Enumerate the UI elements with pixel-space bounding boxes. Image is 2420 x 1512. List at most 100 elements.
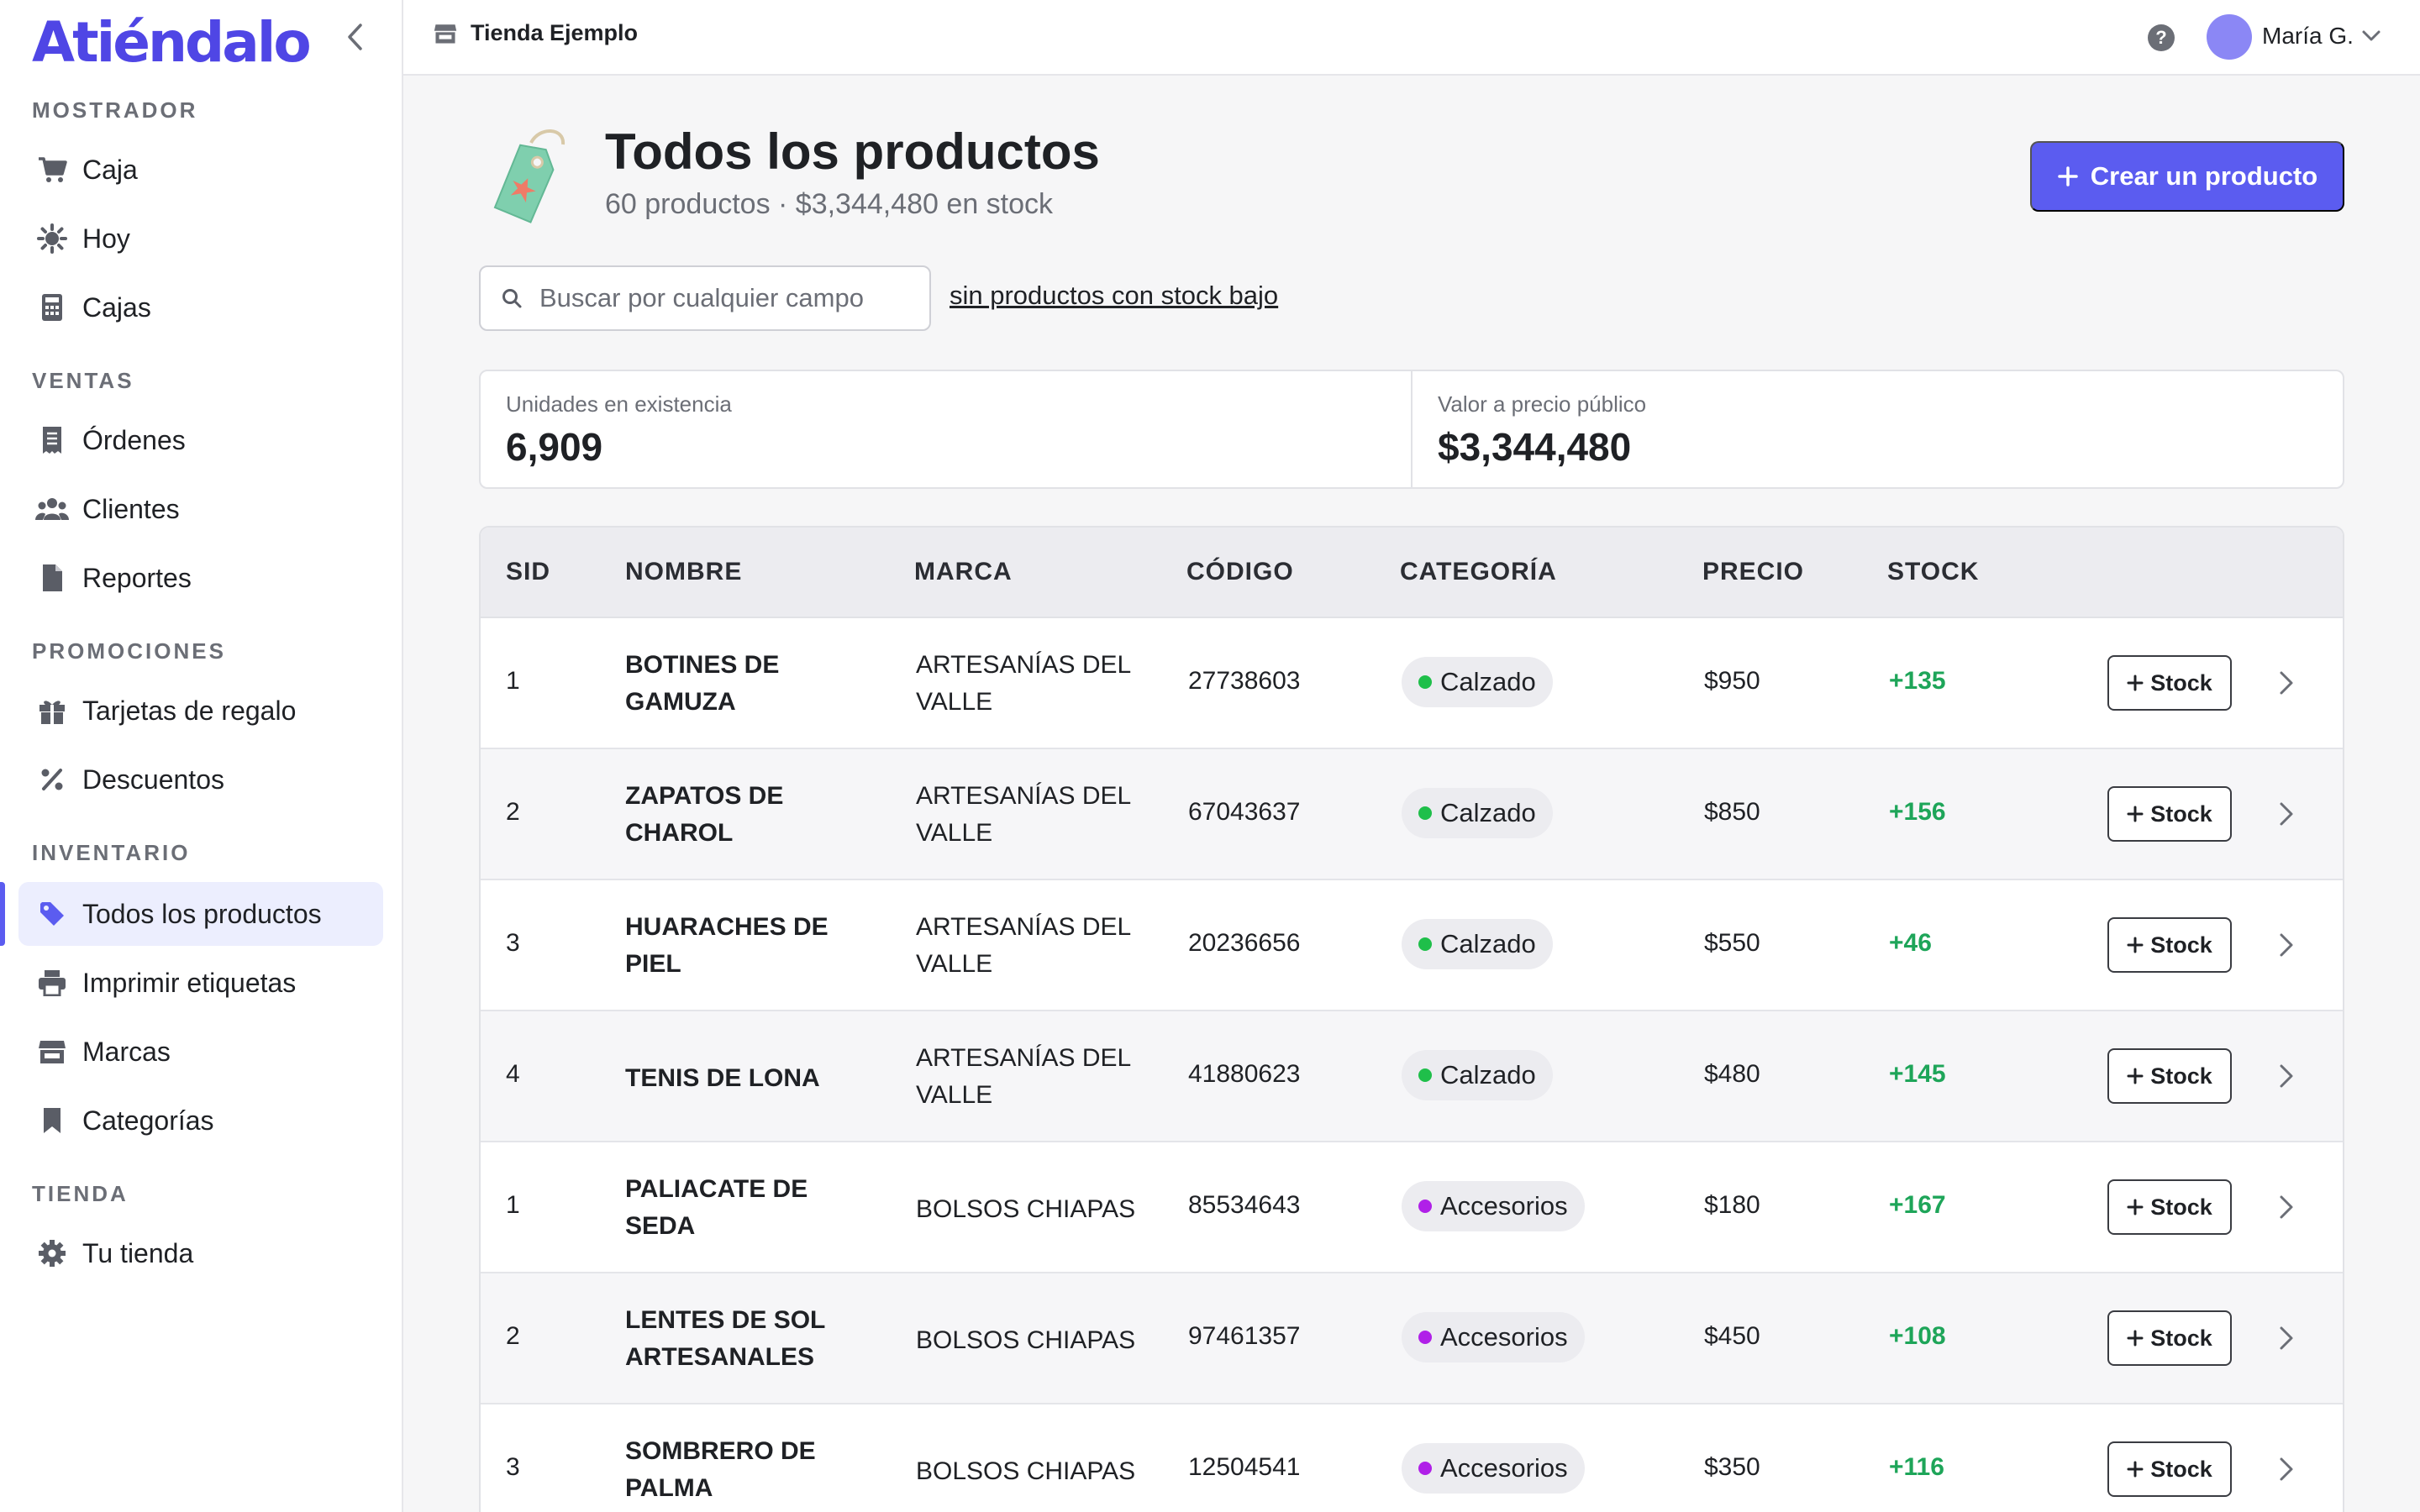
chevron-right-icon[interactable] xyxy=(2279,1194,2294,1220)
document-icon xyxy=(18,546,82,610)
cell-code: 41880623 xyxy=(1188,1060,1301,1088)
search-input[interactable] xyxy=(539,283,909,313)
sidebar-item-label: Descuentos xyxy=(82,764,224,795)
add-stock-button[interactable]: Stock xyxy=(2107,1048,2232,1104)
chevron-right-icon[interactable] xyxy=(2279,1457,2294,1482)
table-row[interactable]: 3 HUARACHES DE PIEL ARTESANÍAS DEL VALLE 20… xyxy=(481,880,2343,1011)
store-icon xyxy=(434,24,457,44)
add-stock-button[interactable]: Stock xyxy=(2107,786,2232,842)
calculator-icon xyxy=(18,276,82,339)
table-row[interactable]: 2 ZAPATOS DE CHAROL ARTESANÍAS DEL VALLE 67… xyxy=(481,749,2343,880)
sidebar-item-categorias[interactable]: Categorías xyxy=(18,1089,383,1152)
store-selector[interactable]: Tienda Ejemplo xyxy=(434,20,638,46)
category-label: Accesorios xyxy=(1440,1322,1568,1352)
search-icon xyxy=(481,287,533,309)
add-stock-button[interactable]: Stock xyxy=(2107,1310,2232,1366)
low-stock-link[interactable]: sin productos con stock bajo xyxy=(950,281,1279,310)
stat-label: Valor a precio público xyxy=(1438,391,1647,417)
category-badge: Calzado xyxy=(1402,788,1553,838)
sidebar-item-cajas[interactable]: Cajas xyxy=(18,276,383,339)
sidebar-item-label: Caja xyxy=(82,154,138,185)
category-badge: Calzado xyxy=(1402,919,1553,969)
cell-brand: ARTESANÍAS DEL VALLE xyxy=(916,651,1131,716)
plus-icon xyxy=(2127,937,2144,953)
sidebar: Atiéndalo MOSTRADOR Caja Hoy Cajas VENTA… xyxy=(0,0,403,1512)
sidebar-item-hoy[interactable]: Hoy xyxy=(18,207,383,270)
category-badge: Calzado xyxy=(1402,657,1553,707)
sidebar-item-marcas[interactable]: Marcas xyxy=(18,1020,383,1084)
sidebar-item-label: Clientes xyxy=(82,493,180,524)
help-icon[interactable]: ? xyxy=(2148,24,2175,51)
add-stock-button[interactable]: Stock xyxy=(2107,1441,2232,1497)
sidebar-item-label: Imprimir etiquetas xyxy=(82,967,297,998)
cell-code: 20236656 xyxy=(1188,929,1301,957)
sidebar-item-label: Órdenes xyxy=(82,424,186,455)
sidebar-item-label: Hoy xyxy=(82,223,130,254)
sidebar-item-tu-tienda[interactable]: Tu tienda xyxy=(18,1221,383,1285)
products-table: SID NOMBRE MARCA CÓDIGO CATEGORÍA PRECIO… xyxy=(479,526,2344,1512)
table-row[interactable]: 4 TENIS DE LONA ARTESANÍAS DEL VALLE 418806… xyxy=(481,1011,2343,1142)
cell-price: $550 xyxy=(1704,929,1760,957)
collapse-sidebar-button[interactable] xyxy=(338,20,371,54)
add-stock-button[interactable]: Stock xyxy=(2107,1179,2232,1235)
cell-stock: +108 xyxy=(1889,1322,1946,1350)
cell-price: $450 xyxy=(1704,1322,1760,1350)
sidebar-item-ordenes[interactable]: Órdenes xyxy=(18,408,383,472)
plus-icon xyxy=(2127,1461,2144,1478)
page-subtitle: 60 productos · $3,344,480 en stock xyxy=(605,188,1054,220)
chevron-right-icon[interactable] xyxy=(2279,1063,2294,1089)
gear-icon xyxy=(18,1221,82,1285)
chevron-down-icon[interactable] xyxy=(2361,25,2381,45)
cell-code: 12504541 xyxy=(1188,1453,1301,1481)
chevron-right-icon[interactable] xyxy=(2279,1326,2294,1351)
cell-code: 97461357 xyxy=(1188,1322,1301,1350)
sidebar-item-imprimir-etiquetas[interactable]: Imprimir etiquetas xyxy=(18,951,383,1015)
category-badge: Accesorios xyxy=(1402,1443,1585,1494)
column-header-categoria[interactable]: CATEGORÍA xyxy=(1400,558,1557,585)
cell-sid: 1 xyxy=(506,1191,520,1219)
cart-icon xyxy=(18,138,82,202)
cell-brand: ARTESANÍAS DEL VALLE xyxy=(916,782,1131,847)
column-header-nombre[interactable]: NOMBRE xyxy=(625,558,743,585)
category-label: Calzado xyxy=(1440,798,1536,827)
chevron-right-icon[interactable] xyxy=(2279,801,2294,827)
plus-icon xyxy=(2058,166,2078,186)
sidebar-item-clientes[interactable]: Clientes xyxy=(18,477,383,541)
category-dot xyxy=(1418,1462,1432,1475)
add-stock-label: Stock xyxy=(2150,669,2212,696)
cell-stock: +46 xyxy=(1889,929,1932,957)
table-row[interactable]: 2 LENTES DE SOL ARTESANALES BOLSOS CHIAPAS… xyxy=(481,1273,2343,1404)
sidebar-item-todos-los-productos[interactable]: Todos los productos xyxy=(18,882,383,946)
cell-price: $950 xyxy=(1704,667,1760,695)
sidebar-item-tarjetas-de-regalo[interactable]: Tarjetas de regalo xyxy=(18,679,383,743)
plus-icon xyxy=(2127,675,2144,691)
avatar[interactable] xyxy=(2207,14,2252,60)
column-header-sid[interactable]: SID xyxy=(506,558,551,585)
column-header-codigo[interactable]: CÓDIGO xyxy=(1186,558,1294,585)
user-name[interactable]: María G. xyxy=(2262,23,2354,49)
category-dot xyxy=(1418,806,1432,820)
column-header-marca[interactable]: MARCA xyxy=(914,558,1013,585)
cell-price: $180 xyxy=(1704,1191,1760,1219)
sidebar-item-label: Categorías xyxy=(82,1105,214,1136)
column-header-precio[interactable]: PRECIO xyxy=(1702,558,1805,585)
category-dot xyxy=(1418,1331,1432,1344)
add-stock-button[interactable]: Stock xyxy=(2107,655,2232,711)
chevron-right-icon[interactable] xyxy=(2279,932,2294,958)
sidebar-item-caja[interactable]: Caja xyxy=(18,138,383,202)
cell-sid: 2 xyxy=(506,1322,520,1350)
table-row[interactable]: 1 BOTINES DE GAMUZA ARTESANÍAS DEL VALLE 27… xyxy=(481,618,2343,749)
table-row[interactable]: 1 PALIACATE DE SEDA BOLSOS CHIAPAS 85534643… xyxy=(481,1142,2343,1273)
column-header-stock[interactable]: STOCK xyxy=(1887,558,1980,585)
table-row[interactable]: 3 SOMBRERO DE PALMA BOLSOS CHIAPAS 12504541… xyxy=(481,1404,2343,1512)
sidebar-item-reportes[interactable]: Reportes xyxy=(18,546,383,610)
section-title-promociones: PROMOCIONES xyxy=(32,638,226,664)
plus-icon xyxy=(2127,1330,2144,1347)
create-product-button[interactable]: Crear un producto xyxy=(2030,141,2344,212)
add-stock-button[interactable]: Stock xyxy=(2107,917,2232,973)
cell-stock: +116 xyxy=(1889,1453,1944,1481)
sidebar-item-descuentos[interactable]: Descuentos xyxy=(18,748,383,811)
app-logo[interactable]: Atiéndalo xyxy=(32,10,312,75)
cell-name: HUARACHES DE PIEL xyxy=(625,913,829,978)
chevron-right-icon[interactable] xyxy=(2279,670,2294,696)
